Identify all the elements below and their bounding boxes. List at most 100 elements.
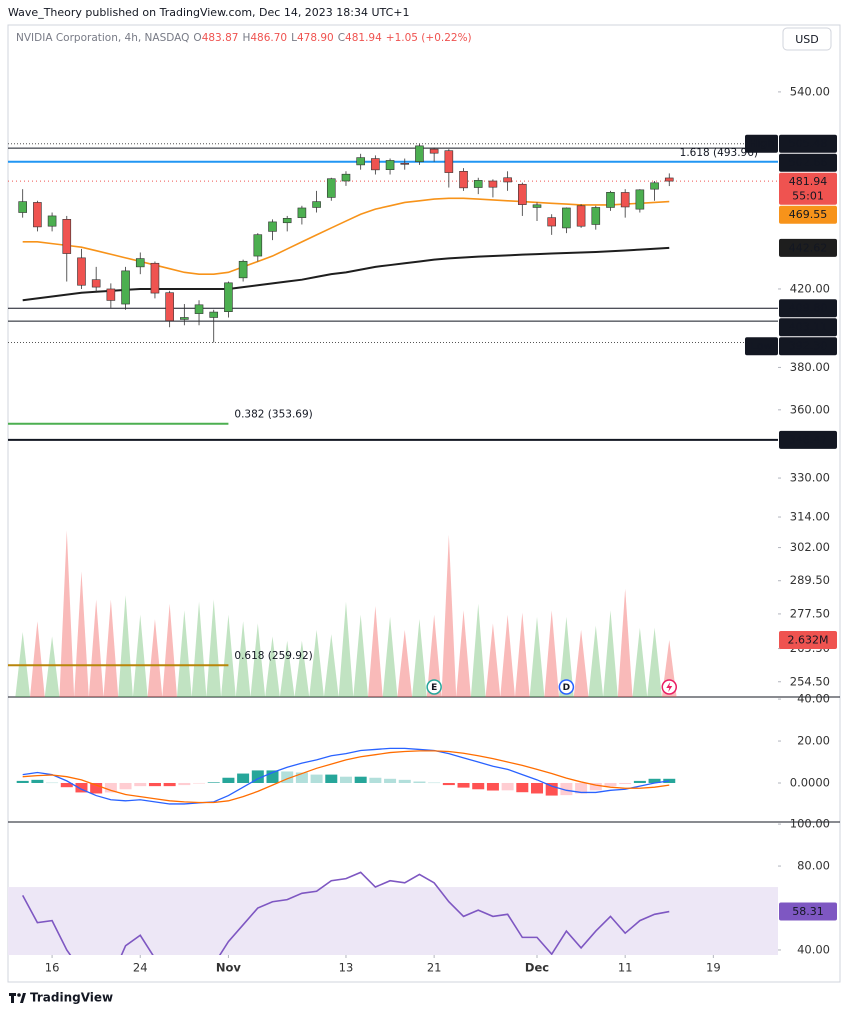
y-tick-label: 360.00	[790, 402, 830, 416]
volume-spike	[338, 601, 354, 697]
volume-spike	[500, 614, 515, 697]
macd-histogram-bar	[560, 782, 573, 796]
currency-label[interactable]: USD	[795, 33, 819, 46]
price-pane: 1.618 (493.96) 0.382 (353.69) 0.618 (259.9…	[8, 143, 778, 697]
macd-pane	[16, 747, 676, 805]
volume-spike	[353, 614, 369, 697]
macd-histogram-bar	[648, 778, 661, 783]
macd-histogram-bar	[545, 782, 558, 796]
volume-spike	[176, 610, 192, 697]
candle-body	[150, 262, 160, 294]
volume-spike	[573, 629, 589, 697]
price-label-box	[779, 205, 837, 224]
macd-histogram-bar	[310, 774, 323, 783]
x-tick-label: Nov	[216, 961, 242, 975]
price-label: 392.30	[789, 340, 828, 353]
y-tick-label: 277.50	[790, 606, 830, 620]
volume-spike	[412, 619, 427, 697]
candle-body	[62, 219, 72, 254]
candle-body	[33, 202, 42, 228]
macd-histogram-bar	[295, 772, 308, 783]
y-tick-label: 100.00	[790, 817, 830, 831]
candle-body	[664, 177, 674, 182]
macd-histogram-bar	[46, 782, 59, 784]
candle-body	[282, 218, 292, 224]
volume-spike	[323, 634, 339, 697]
legend-text: L	[291, 32, 297, 44]
volume-spike	[588, 625, 604, 697]
price-label: 346.47	[789, 433, 828, 446]
candle-body	[47, 215, 57, 227]
rsi-label: 58.31	[792, 905, 824, 918]
candle-body	[591, 207, 601, 225]
price-label: 505.48	[789, 137, 828, 150]
volume-spike	[30, 621, 45, 697]
volume-spike	[485, 623, 501, 697]
currency-button[interactable]	[782, 27, 832, 51]
tag-box	[745, 337, 778, 356]
x-tick-label: 11	[618, 961, 633, 975]
volume-spike	[514, 612, 530, 697]
candle-body	[106, 288, 116, 301]
macd-line	[22, 747, 670, 805]
macd-histogram-bar	[104, 782, 117, 793]
price-label-box	[779, 430, 837, 449]
volume-spike	[250, 623, 266, 697]
volume-spike	[206, 599, 222, 697]
macd-histogram-bar	[472, 782, 485, 790]
macd-histogram-bar	[457, 782, 470, 788]
macd-histogram-bar	[531, 782, 544, 794]
price-label-box	[779, 153, 837, 172]
legend-text: O	[193, 32, 201, 44]
candle-body	[606, 192, 615, 208]
y-tick-label: 0.0000	[790, 775, 830, 789]
candle-body	[532, 204, 542, 208]
candle-body	[473, 180, 483, 188]
y-tick-label: 380.00	[790, 360, 830, 374]
candle-body	[77, 257, 86, 286]
macd-histogram-bar	[60, 782, 73, 788]
volume-spike	[603, 610, 618, 697]
volume-spike	[118, 595, 133, 697]
volume-spike	[191, 601, 207, 697]
candle-body	[576, 205, 586, 227]
volume-spike	[162, 603, 177, 697]
candle-body	[650, 182, 659, 190]
volume-spike	[426, 614, 442, 697]
macd-histogram-bar	[90, 782, 103, 794]
macd-line	[22, 750, 670, 804]
volume-spike	[309, 629, 324, 697]
price-label: 502.66	[789, 156, 828, 169]
candle-body	[518, 183, 527, 205]
moving-average	[22, 197, 670, 275]
legend-text: 483.87	[202, 32, 239, 44]
candle-body	[18, 201, 27, 213]
macd-histogram-bar	[178, 782, 191, 786]
volume-spike	[617, 588, 633, 697]
volume-spike	[59, 530, 75, 697]
x-tick-label: 13	[339, 961, 354, 975]
volume-spike	[632, 627, 648, 697]
candle-body	[400, 163, 410, 165]
candle-body	[635, 189, 645, 210]
price-label: 469.55	[789, 208, 828, 221]
candle-body	[547, 217, 557, 227]
candle-body	[620, 192, 630, 208]
event-label: D	[563, 683, 570, 693]
candle-body	[180, 317, 189, 320]
macd-histogram-bar	[134, 782, 147, 787]
rsi-label-box	[779, 902, 837, 921]
macd-histogram-bar	[148, 782, 161, 787]
macd-histogram-bar	[163, 782, 176, 787]
macd-histogram-bar	[325, 774, 338, 783]
macd-histogram-bar	[119, 782, 132, 790]
macd-histogram-bar	[75, 782, 88, 793]
overlay: 540.00 420.00 380.00 360.00 330.00 314.00 302.…	[16, 32, 837, 975]
volume-spike	[74, 571, 89, 697]
macd-histogram-bar	[428, 782, 441, 784]
candle-body	[91, 279, 101, 288]
candle-body	[341, 173, 351, 182]
x-tick-label: 21	[427, 961, 442, 975]
tag-label: Low	[751, 340, 773, 353]
